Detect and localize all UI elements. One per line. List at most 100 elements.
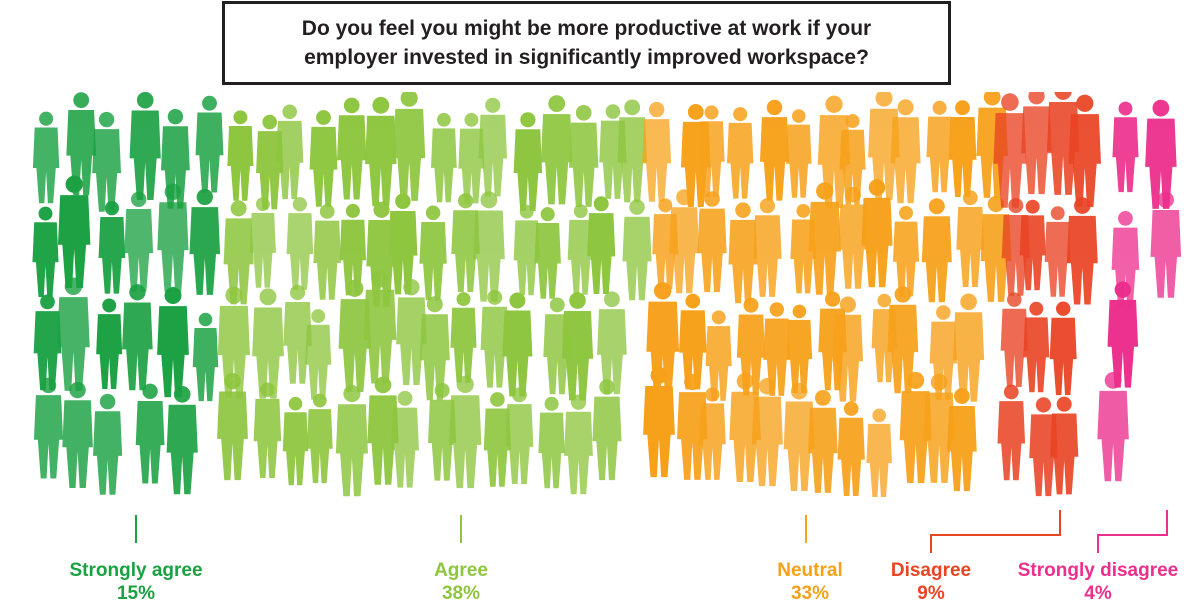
person-icon [283,284,312,384]
person-icon [449,375,482,489]
people-group [217,92,652,497]
people-group [642,92,1012,497]
people-crowd [32,92,1182,497]
person-icon [947,388,977,492]
person-icon [786,304,813,393]
person-icon [751,377,783,487]
person-icon [838,186,868,289]
person-icon [363,270,397,384]
category-label-strongly-agree: Strongly agree 15% [69,560,202,606]
person-icon [861,179,893,288]
person-icon [561,292,594,401]
person-icon [32,206,59,298]
person-icon [887,286,919,394]
person-icon [540,95,573,205]
person-icon [227,110,254,201]
person-icon [419,296,450,401]
person-icon [335,385,368,497]
person-icon [926,100,953,193]
person-icon [783,382,815,491]
person-icon [253,382,282,478]
category-label-disagree: Disagree 9% [891,560,971,606]
person-icon [451,193,480,292]
category-name: Strongly disagree [1017,560,1179,581]
category-label-strongly-disagree: Strongly disagree 4% [1018,560,1179,606]
chart-title: Do you feel you might be more productive… [301,17,872,69]
person-icon [431,112,457,203]
person-icon [513,204,540,296]
person-icon [391,390,419,488]
person-icon [729,372,761,482]
person-icon [697,191,727,293]
person-icon [309,110,338,207]
person-icon [1023,301,1050,393]
person-icon [948,100,977,197]
person-icon [622,199,652,301]
person-icon [1145,99,1177,209]
person-icon [33,377,64,479]
person-icon [1150,191,1182,298]
person-icon [679,293,707,390]
person-icon [458,112,485,204]
person-icon [157,183,189,292]
person-icon [617,99,648,203]
person-icon [195,95,224,193]
person-icon [1097,372,1129,482]
person-icon [192,312,219,402]
person-icon [135,383,165,484]
person-icon [569,104,599,207]
person-icon [57,175,91,288]
category-name: Agree [434,560,488,581]
person-icon [478,97,508,197]
person-icon [1049,301,1077,396]
person-icon [1019,199,1046,291]
person-icon [923,373,955,483]
person-icon [899,371,932,484]
person-icon [223,200,254,305]
person-icon [217,372,248,481]
person-icon [592,379,622,481]
person-icon [256,114,284,210]
connector-line [930,510,1061,553]
person-icon [93,393,123,495]
chart-title-box: Do you feel you might be more productive… [222,1,951,85]
person-icon [538,396,565,489]
person-icon [677,373,708,480]
connector-line [1097,510,1168,553]
person-icon [1044,206,1071,297]
person-icon [866,408,892,497]
person-icon [763,302,791,396]
person-icon [98,201,126,294]
person-icon [837,401,865,496]
person-icon [564,394,593,495]
person-icon [753,198,782,297]
person-icon [698,105,725,197]
person-icon [473,191,505,302]
person-icon [450,292,477,383]
person-icon [839,114,866,205]
person-icon [832,296,864,402]
person-icon [276,104,304,200]
person-icon [1068,94,1101,207]
person-icon [338,279,371,392]
person-icon [286,197,314,290]
category-label-neutral: Neutral 33% [777,560,842,606]
person-icon [33,294,62,391]
person-icon [502,292,533,397]
person-icon [868,92,900,200]
person-icon [921,198,952,303]
person-icon [480,289,509,388]
person-icon [388,193,418,295]
person-icon [892,206,920,297]
person-icon [1050,396,1079,495]
category-value: 33% [790,583,830,604]
category-name: Neutral [777,560,843,581]
person-icon [993,93,1027,208]
person-icon [513,112,543,211]
person-icon [643,366,675,478]
person-icon [339,203,367,296]
people-group [32,92,224,495]
person-icon [1021,92,1052,195]
person-icon [282,396,309,486]
person-icon [62,381,93,488]
